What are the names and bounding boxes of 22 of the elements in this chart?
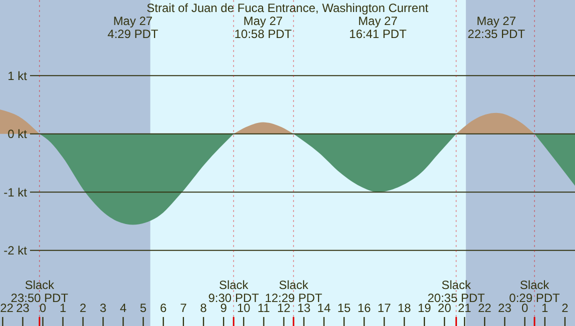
x-tick-label: 6 — [160, 301, 167, 315]
y-tick-label: -1 kt — [4, 185, 28, 200]
x-tick-label: 18 — [398, 301, 412, 315]
chart-title: Strait of Juan de Fuca Entrance, Washington Current — [146, 1, 430, 15]
y-tick-label: 1 kt — [8, 68, 28, 83]
x-tick-label: 4 — [120, 301, 127, 315]
x2-tick-label: May 27 10:58 PDT — [234, 14, 292, 41]
x-tick-label: 15 — [337, 301, 352, 315]
x-tick-label: 17 — [378, 301, 392, 315]
x-tick-label: 3 — [100, 301, 107, 315]
y-tick-label: -2 kt — [4, 244, 28, 258]
x-tick-label: 2 — [562, 301, 569, 315]
x-tick-label: 5 — [140, 301, 147, 315]
x-tick-label: 2 — [80, 301, 87, 315]
x-tick-label: 23 — [498, 301, 512, 315]
x2-tick-label: May 27 16:41 PDT — [349, 14, 408, 41]
x2-tick-label: May 27 22:35 PDT — [468, 14, 526, 41]
x-tick-label: 8 — [200, 301, 208, 315]
x2-tick-label: May 27 4:29 PDT — [108, 14, 159, 41]
x-tick-label: 16 — [357, 301, 372, 315]
x-tick-label: 7 — [180, 301, 188, 315]
y-tick-label: 0 kt — [8, 127, 28, 142]
